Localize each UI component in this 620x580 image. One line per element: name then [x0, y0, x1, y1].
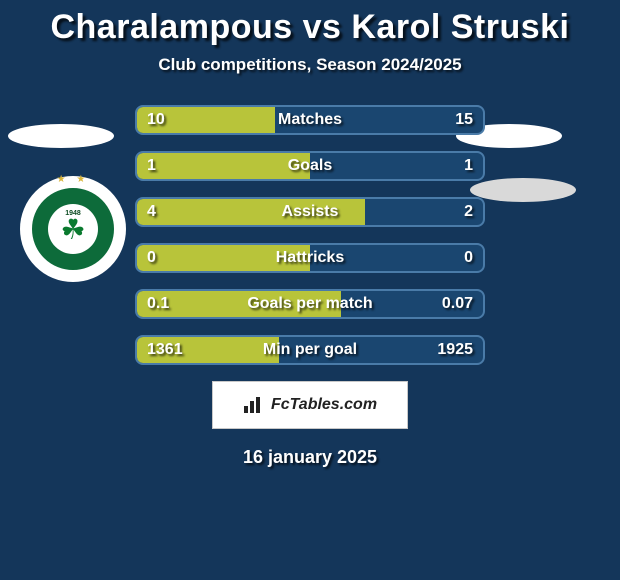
club-left-badge: ★ ★ 1948 ☘ — [20, 176, 126, 282]
stat-left-value: 1361 — [137, 341, 197, 359]
stat-row-assists: 4 Assists 2 — [135, 197, 485, 227]
stat-label: Min per goal — [197, 341, 423, 359]
stat-label: Matches — [197, 111, 423, 129]
stat-row-matches: 10 Matches 15 — [135, 105, 485, 135]
stat-label: Goals per match — [197, 295, 423, 313]
stat-right-value: 1 — [423, 157, 483, 175]
stat-right-value: 15 — [423, 111, 483, 129]
club-badge-stars: ★ ★ — [57, 174, 90, 185]
stat-label: Goals — [197, 157, 423, 175]
stat-left-value: 4 — [137, 203, 197, 221]
stat-left-value: 10 — [137, 111, 197, 129]
stat-row-goals-per-match: 0.1 Goals per match 0.07 — [135, 289, 485, 319]
player-left-photo-placeholder — [8, 124, 114, 148]
stat-left-value: 1 — [137, 157, 197, 175]
bar-chart-icon — [243, 396, 265, 414]
footer-date: 16 january 2025 — [0, 447, 620, 468]
stat-right-value: 1925 — [423, 341, 483, 359]
club-right-badge-placeholder — [470, 178, 576, 202]
page-subtitle: Club competitions, Season 2024/2025 — [0, 55, 620, 75]
stat-left-value: 0 — [137, 249, 197, 267]
stat-label: Assists — [197, 203, 423, 221]
stat-row-hattricks: 0 Hattricks 0 — [135, 243, 485, 273]
page-title: Charalampous vs Karol Struski — [0, 0, 620, 47]
stat-right-value: 2 — [423, 203, 483, 221]
stats-container: 10 Matches 15 1 Goals 1 4 Assists 2 0 Ha… — [135, 105, 485, 365]
stat-left-value: 0.1 — [137, 295, 197, 313]
stat-right-value: 0.07 — [423, 295, 483, 313]
stat-label: Hattricks — [197, 249, 423, 267]
club-badge-year: 1948 — [65, 210, 81, 217]
branding-link[interactable]: FcTables.com — [212, 381, 408, 429]
stat-row-min-per-goal: 1361 Min per goal 1925 — [135, 335, 485, 365]
branding-text: FcTables.com — [271, 396, 377, 414]
stat-right-value: 0 — [423, 249, 483, 267]
shamrock-icon: ☘ — [60, 213, 85, 246]
stat-row-goals: 1 Goals 1 — [135, 151, 485, 181]
